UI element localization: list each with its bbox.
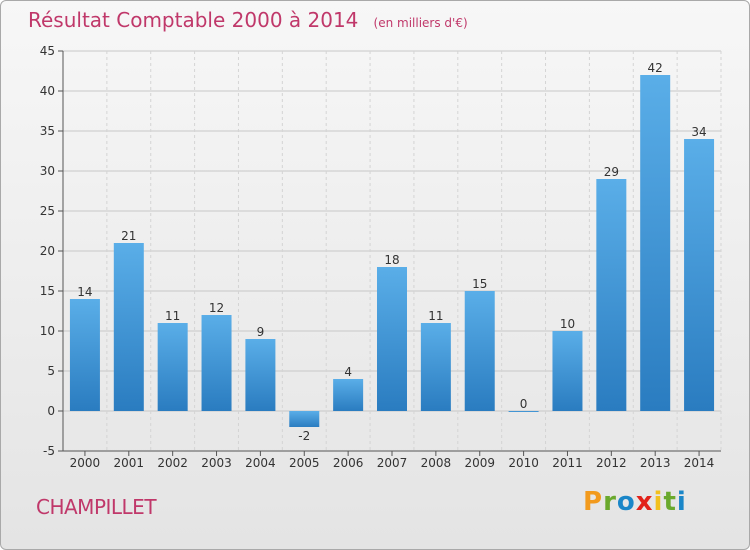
- data-label: 18: [384, 253, 399, 267]
- logo-letter: x: [635, 487, 654, 517]
- bar-2004: [245, 339, 276, 411]
- bar-2014: [684, 139, 715, 411]
- y-tick-label: 0: [47, 404, 55, 418]
- x-tick-label: 2000: [70, 456, 101, 470]
- x-tick-label: 2012: [596, 456, 627, 470]
- data-label: 11: [165, 309, 180, 323]
- x-tick-label: 2002: [157, 456, 188, 470]
- x-tick-label: 2014: [684, 456, 715, 470]
- x-tick-label: 2003: [201, 456, 232, 470]
- bars: [69, 75, 715, 427]
- logo-letter: t: [663, 487, 677, 517]
- data-label: 0: [520, 397, 528, 411]
- data-label: 4: [344, 365, 352, 379]
- data-label: 11: [428, 309, 443, 323]
- x-tick-label: 2008: [421, 456, 452, 470]
- data-label: 29: [604, 165, 619, 179]
- x-tick-label: 2007: [377, 456, 408, 470]
- y-tick-label: -5: [43, 444, 55, 458]
- data-labels: 14 21 11 12 9 -2 4 18 11 15 0 10 29 42 34: [77, 61, 706, 443]
- logo-letter: i: [653, 487, 664, 517]
- bar-2011: [552, 331, 583, 411]
- logo-letter: P: [583, 487, 604, 517]
- x-tick-label: 2011: [552, 456, 583, 470]
- x-tick-label: 2006: [333, 456, 364, 470]
- chart-unit: (en milliers d'€): [373, 16, 468, 30]
- logo-letter: r: [603, 487, 617, 517]
- bar-2008: [420, 323, 451, 411]
- logo-letter: i: [676, 487, 687, 517]
- logo-letter: o: [616, 487, 636, 517]
- chart-title: Résultat Comptable 2000 à 2014: [28, 8, 359, 32]
- x-tick-label: 2004: [245, 456, 276, 470]
- data-label: 21: [121, 229, 136, 243]
- bar-2006: [333, 379, 364, 411]
- bar-2001: [113, 243, 144, 411]
- x-tick-label: 2009: [464, 456, 495, 470]
- data-label: 42: [648, 61, 663, 75]
- bar-2003: [201, 315, 232, 411]
- town-name: CHAMPILLET: [36, 495, 157, 519]
- x-tick-label: 2013: [640, 456, 671, 470]
- chart-header: Résultat Comptable 2000 à 2014 (en milli…: [28, 8, 468, 32]
- bar-2012: [596, 179, 627, 411]
- bar-2007: [377, 267, 407, 411]
- y-tick-label: 15: [40, 284, 55, 298]
- x-tick-label: 2005: [289, 456, 320, 470]
- y-tick-label: 25: [40, 204, 55, 218]
- data-label: 9: [257, 325, 265, 339]
- data-label: 10: [560, 317, 575, 331]
- proxiti-logo: Proxiti: [583, 487, 687, 517]
- y-tick-label: 30: [40, 164, 55, 178]
- x-tick-label: 2010: [508, 456, 539, 470]
- bar-2009: [464, 291, 495, 411]
- data-label: 14: [77, 285, 92, 299]
- y-tick-label: 20: [40, 244, 55, 258]
- data-label: -2: [298, 429, 310, 443]
- y-tick-label: 40: [40, 84, 55, 98]
- x-tick-label: 2001: [114, 456, 145, 470]
- bar-2005: [289, 411, 320, 427]
- bar-2000: [69, 299, 100, 411]
- bar-2010: [508, 411, 539, 412]
- data-label: 15: [472, 277, 487, 291]
- y-tick-label: 5: [47, 364, 55, 378]
- bar-2013: [640, 75, 671, 411]
- y-tick-label: 10: [40, 324, 55, 338]
- data-label: 34: [691, 125, 706, 139]
- data-label: 12: [209, 301, 224, 315]
- bar-2002: [157, 323, 188, 411]
- y-tick-label: 35: [40, 124, 55, 138]
- y-tick-label: 45: [40, 44, 55, 58]
